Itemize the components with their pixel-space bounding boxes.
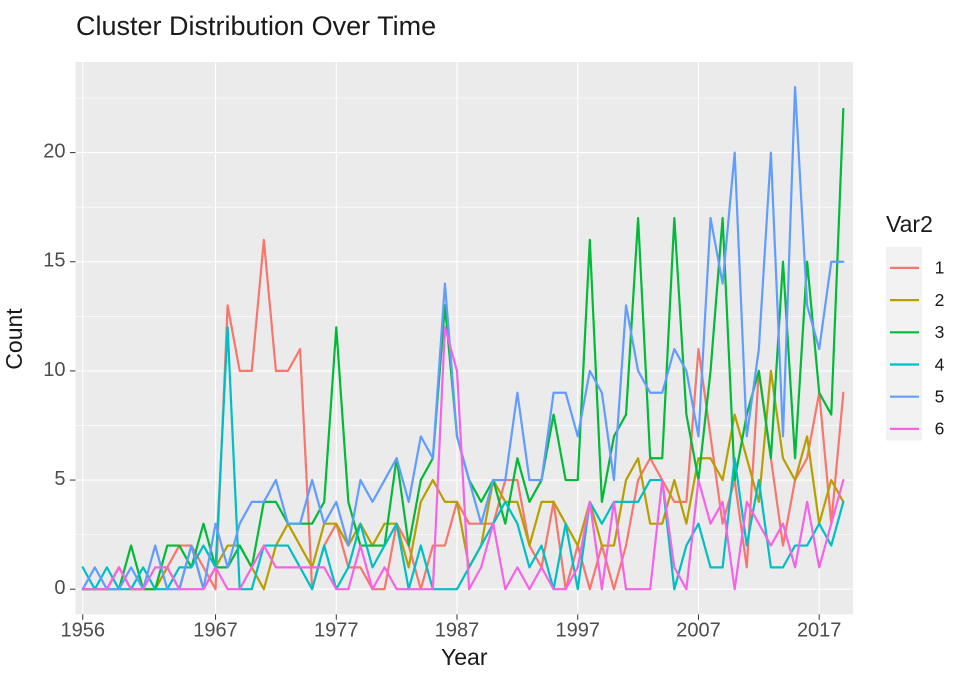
svg-text:5: 5	[935, 387, 945, 407]
svg-text:6: 6	[935, 419, 945, 439]
svg-text:2017: 2017	[797, 619, 842, 641]
svg-text:Count: Count	[1, 308, 27, 370]
svg-text:20: 20	[43, 141, 65, 163]
svg-text:5: 5	[54, 468, 65, 490]
svg-text:3: 3	[935, 322, 945, 342]
svg-text:10: 10	[43, 359, 65, 381]
svg-text:2: 2	[935, 290, 945, 310]
svg-text:15: 15	[43, 250, 65, 272]
svg-text:4: 4	[935, 354, 945, 374]
svg-text:1977: 1977	[314, 619, 359, 641]
svg-text:Var2: Var2	[886, 211, 933, 237]
svg-text:1967: 1967	[193, 619, 238, 641]
svg-text:1: 1	[935, 258, 945, 278]
svg-text:Year: Year	[441, 644, 488, 670]
svg-text:1997: 1997	[555, 619, 600, 641]
svg-text:1987: 1987	[435, 619, 480, 641]
svg-text:1956: 1956	[60, 619, 105, 641]
svg-text:2007: 2007	[676, 619, 721, 641]
svg-text:0: 0	[54, 577, 65, 599]
